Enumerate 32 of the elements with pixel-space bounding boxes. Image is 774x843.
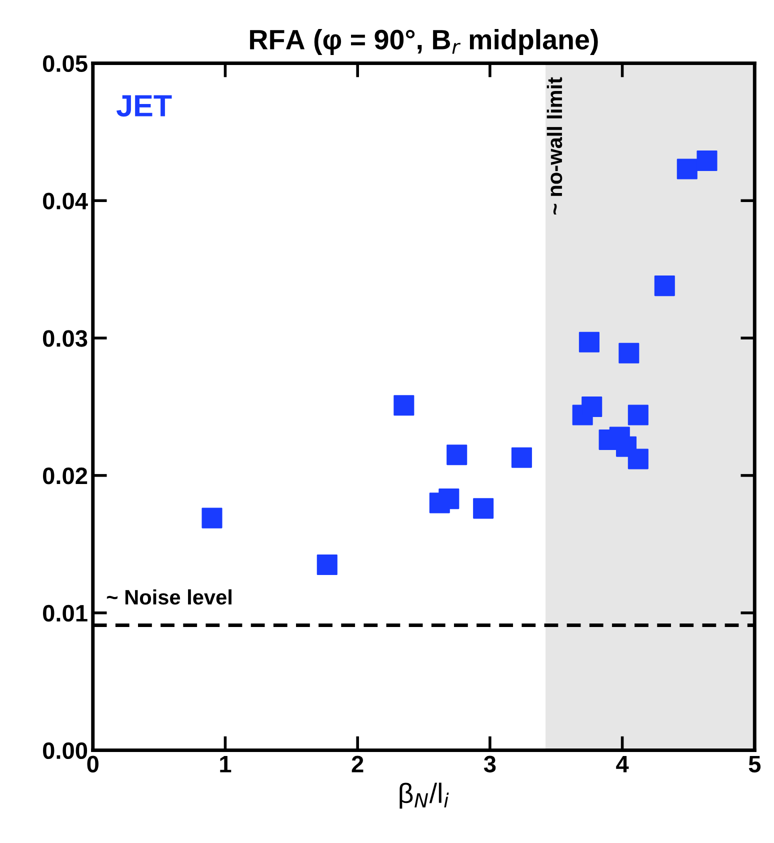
point bbox=[511, 447, 532, 468]
point bbox=[202, 508, 222, 528]
x-tick-label: 2 bbox=[352, 756, 364, 772]
y-tick-label: 0.05 bbox=[43, 55, 88, 72]
ref-line-label: ~ Noise level bbox=[106, 589, 232, 605]
chart-title: RFA (φ = 90°, B$_{r}$ midplane) bbox=[250, 29, 598, 55]
point bbox=[696, 150, 718, 172]
point bbox=[394, 395, 414, 416]
point bbox=[473, 498, 494, 519]
point bbox=[578, 332, 600, 352]
point bbox=[654, 276, 675, 296]
x-tick-label: 5 bbox=[748, 756, 761, 772]
x-axis-title: β$_{N}$/l$_{i}$ bbox=[400, 782, 449, 809]
point bbox=[618, 342, 640, 364]
point bbox=[628, 448, 648, 470]
y-tick-label: 0.00 bbox=[43, 742, 88, 760]
point bbox=[446, 444, 468, 466]
y-tick-label: 0.02 bbox=[43, 468, 88, 484]
x-tick-label: 3 bbox=[484, 756, 496, 773]
annotation: JET bbox=[116, 95, 172, 117]
x-tick-label: 1 bbox=[220, 756, 232, 772]
band-label: ~ no-wall limit bbox=[546, 77, 562, 214]
point bbox=[582, 396, 602, 418]
y-tick-label: 0.04 bbox=[43, 192, 88, 210]
x-tick-label: 4 bbox=[616, 756, 629, 772]
point bbox=[316, 554, 338, 576]
point bbox=[628, 404, 648, 426]
y-tick-label: 0.03 bbox=[43, 330, 88, 347]
y-tick-label: 0.01 bbox=[43, 604, 88, 622]
point bbox=[438, 488, 460, 510]
x-tick-label: 0 bbox=[87, 756, 98, 772]
point bbox=[676, 158, 698, 180]
